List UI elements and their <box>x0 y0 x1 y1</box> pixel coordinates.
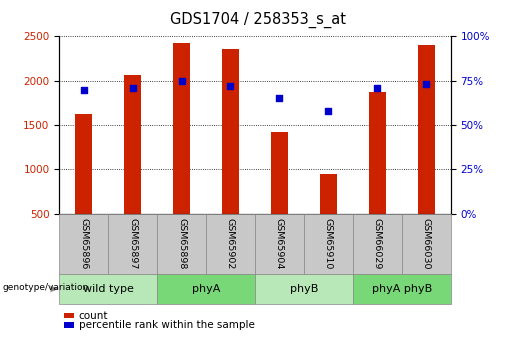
Text: phyA: phyA <box>192 284 220 294</box>
Bar <box>320 174 337 214</box>
Bar <box>271 132 288 214</box>
Point <box>422 81 430 87</box>
Text: genotype/variation: genotype/variation <box>3 283 89 292</box>
Text: GSM65898: GSM65898 <box>177 218 186 270</box>
Point <box>373 85 381 90</box>
Bar <box>75 114 92 214</box>
Point <box>177 78 185 83</box>
Text: wild type: wild type <box>83 284 133 294</box>
Text: GSM65910: GSM65910 <box>324 218 333 270</box>
Text: count: count <box>79 310 108 321</box>
Text: GSM65896: GSM65896 <box>79 218 88 270</box>
Text: GSM66029: GSM66029 <box>373 218 382 270</box>
Text: GDS1704 / 258353_s_at: GDS1704 / 258353_s_at <box>169 12 346 28</box>
Text: GSM65902: GSM65902 <box>226 218 235 270</box>
Point <box>275 96 283 101</box>
Bar <box>124 75 141 214</box>
Point <box>226 83 234 89</box>
Text: percentile rank within the sample: percentile rank within the sample <box>79 320 255 330</box>
Bar <box>173 43 190 214</box>
Point <box>324 108 333 114</box>
Point <box>79 87 88 92</box>
Text: GSM65897: GSM65897 <box>128 218 137 270</box>
Text: GSM65904: GSM65904 <box>275 218 284 270</box>
Text: phyB: phyB <box>289 284 318 294</box>
Text: GSM66030: GSM66030 <box>422 218 431 270</box>
Text: phyA phyB: phyA phyB <box>372 284 432 294</box>
Bar <box>418 45 435 214</box>
Bar <box>222 49 239 214</box>
Point <box>129 85 137 90</box>
Bar <box>369 92 386 214</box>
